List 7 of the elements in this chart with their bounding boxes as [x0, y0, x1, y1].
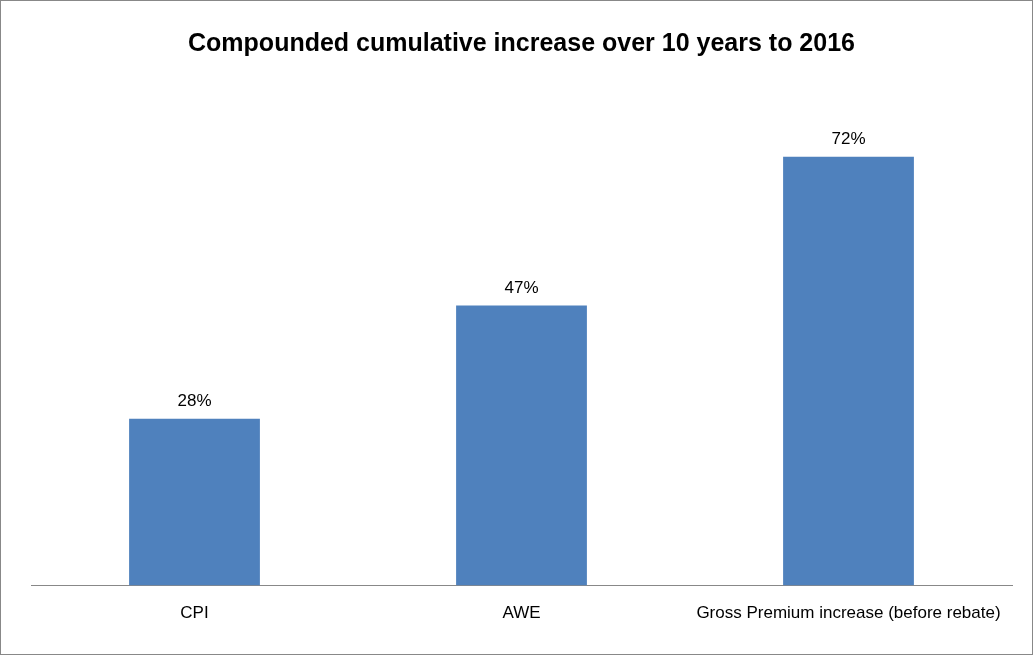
data-label: 28% [177, 390, 212, 410]
x-tick-label: CPI [180, 603, 209, 623]
chart-title: Compounded cumulative increase over 10 years to 2016 [188, 27, 855, 56]
x-tick-label: AWE [502, 603, 541, 623]
data-label: 72% [831, 128, 866, 148]
data-label: 47% [504, 277, 539, 297]
x-tick-label: Gross Premium increase (before rebate) [696, 603, 1001, 623]
